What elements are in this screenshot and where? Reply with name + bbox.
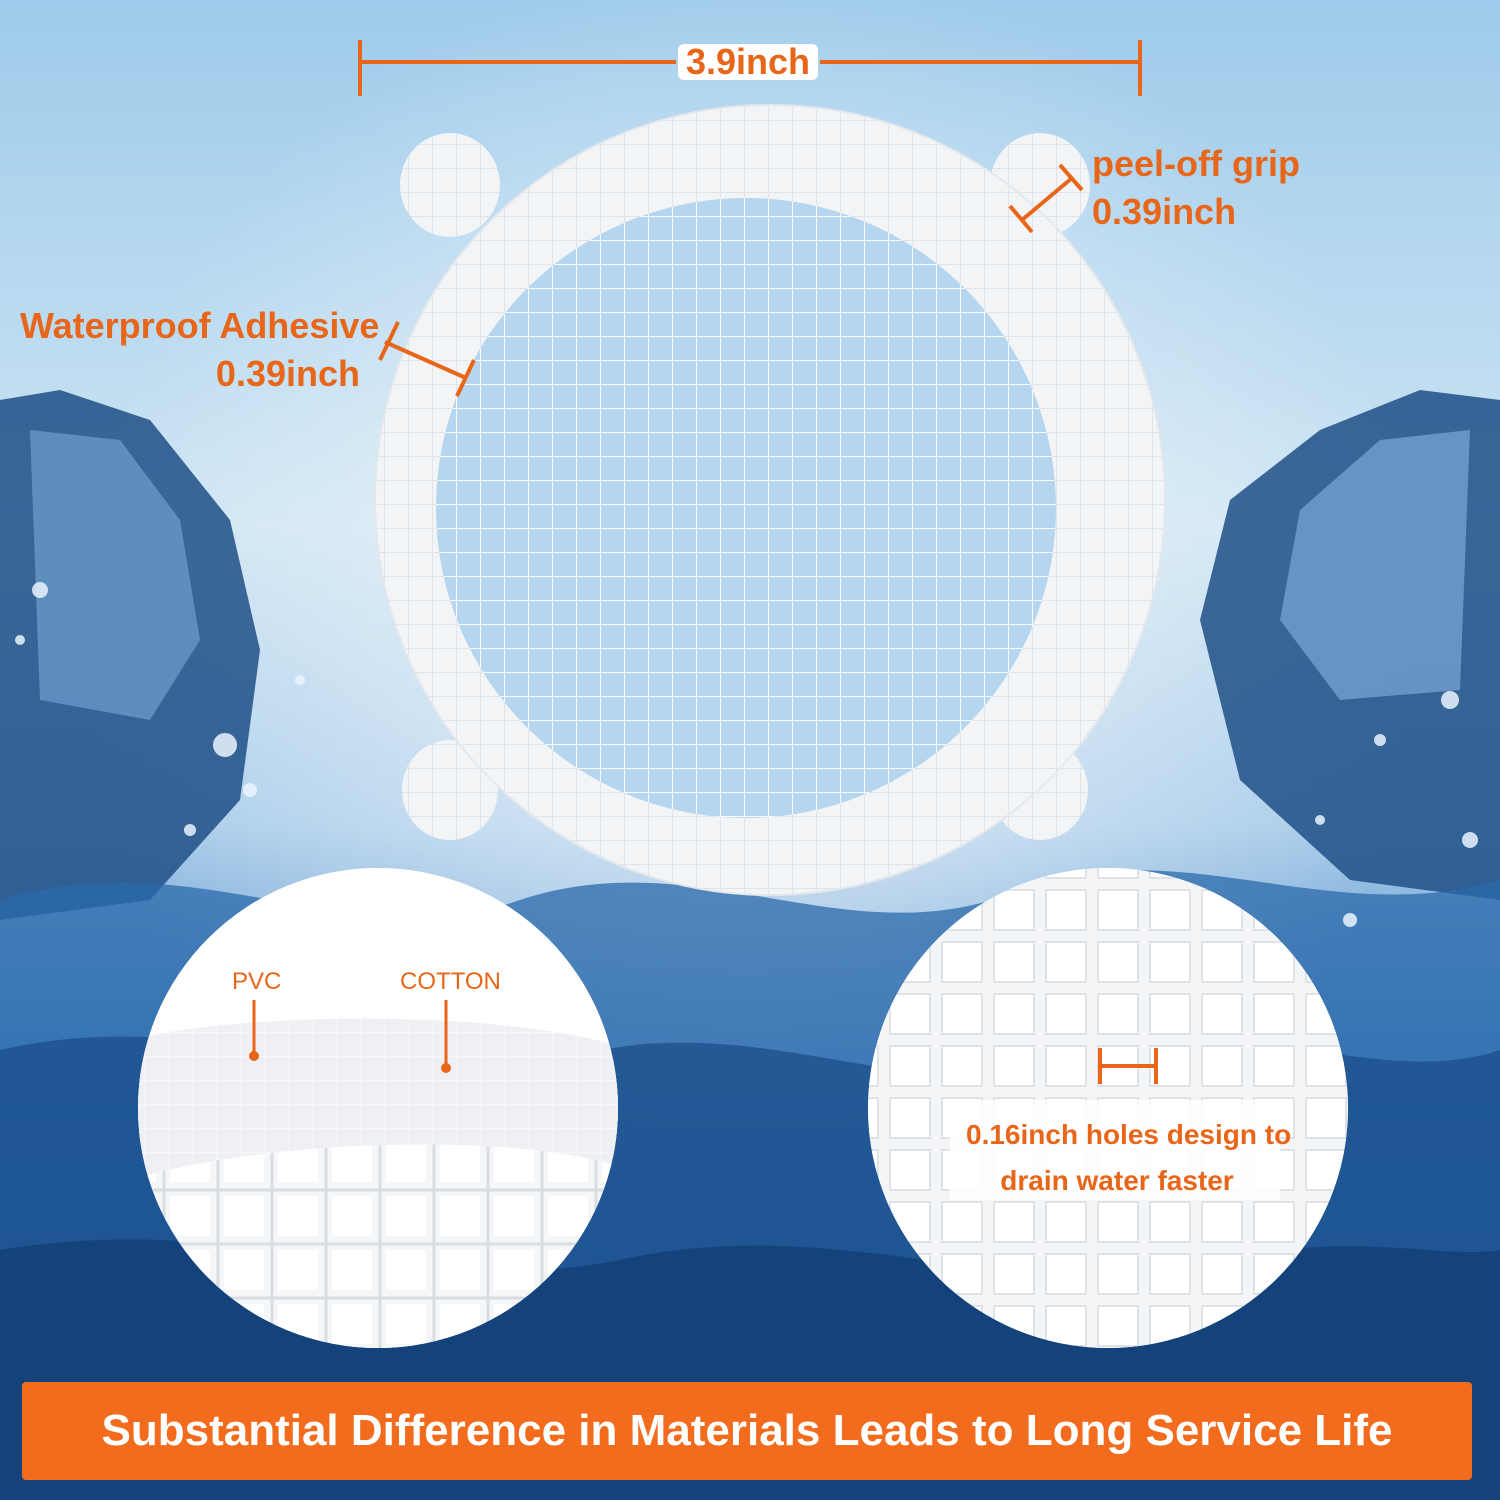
headline-banner: Substantial Difference in Materials Lead… [22,1382,1472,1480]
adhesive-dimension-line [378,321,476,397]
peel-grip-title: peel-off grip [1092,143,1300,184]
hole-size-dimension-line [1098,1048,1158,1084]
grip-dimension-line [1008,163,1084,234]
peel-grip-size: 0.39inch [1092,191,1237,232]
holes-caption-line-1: 0.16inch holes design to [966,1119,1292,1150]
cotton-label: COTTON [400,968,501,995]
patch-ring [374,104,1166,896]
holes-caption-line-2: drain water faster [1000,1165,1234,1196]
peel-grip-label: peel-off grip 0.39inch [1092,140,1300,236]
material-detail-circle [138,868,618,1348]
adhesive-size: 0.39inch [215,353,360,394]
width-dimension-line [358,40,1142,96]
pvc-label: PVC [232,968,282,995]
adhesive-title: Waterproof Adhesive [20,305,380,346]
headline-text: Substantial Difference in Materials Lead… [101,1406,1393,1455]
holes-caption: 0.16inch holes design to drain water fas… [966,1112,1292,1204]
holes-detail-circle [868,868,1348,1348]
adhesive-label: Waterproof Adhesive 0.39inch [20,302,380,398]
diameter-label: 3.9inch [678,44,819,80]
